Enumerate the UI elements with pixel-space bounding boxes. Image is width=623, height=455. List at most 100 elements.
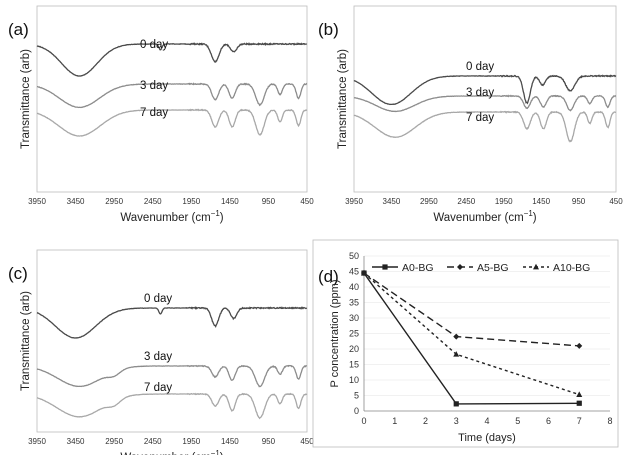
y-tick-label: 25 [349, 329, 359, 339]
marker-diamond [457, 264, 463, 270]
y-tick-label: 40 [349, 282, 359, 292]
series-label: 7 day [466, 112, 494, 124]
series-label: 3 day [144, 351, 172, 363]
x-axis-label-tail: ) [533, 212, 537, 224]
spectrum-line-0-day [36, 305, 308, 339]
x-tick-label: 450 [609, 197, 623, 206]
marker-triangle [453, 351, 460, 357]
y-tick-label: 10 [349, 375, 359, 385]
spectrum-line-0-day [36, 42, 307, 77]
panel-label: (a) [8, 20, 29, 39]
x-axis-label-sup: −1 [211, 209, 221, 218]
legend-label: A0-BG [402, 262, 434, 274]
series-label: 7 day [140, 107, 168, 119]
panel-label: (d) [318, 267, 339, 286]
x-tick-label: 950 [262, 197, 276, 206]
series-label: 0 day [140, 39, 168, 51]
x-tick-label: 450 [300, 437, 314, 446]
spectrum-line-7-day [36, 392, 308, 420]
spectrum-line-7-day [36, 108, 308, 137]
x-tick-label: 4 [484, 416, 489, 426]
x-tick-label: 2950 [420, 197, 438, 206]
x-tick-label: 3950 [28, 197, 46, 206]
x-tick-label: 2450 [144, 437, 162, 446]
x-tick-label: 950 [572, 197, 586, 206]
x-tick-label: 1 [392, 416, 397, 426]
x-axis-label-main: Wavenumber (cm [120, 452, 210, 455]
marker-diamond [576, 342, 583, 349]
series-line-A5-BG [363, 272, 580, 347]
x-tick-label: 3450 [67, 197, 85, 206]
x-tick-label: 8 [607, 416, 612, 426]
marker-triangle [361, 269, 367, 276]
chart-frame [312, 239, 619, 448]
y-tick-label: 30 [349, 313, 359, 323]
x-tick-label: 950 [262, 437, 276, 446]
x-tick-label: 1450 [221, 197, 239, 206]
x-axis-label-tail: ) [220, 212, 224, 224]
marker-triangle [533, 263, 539, 270]
plot-frame [353, 5, 617, 193]
x-tick-label: 5 [515, 416, 520, 426]
y-tick-label: 50 [349, 251, 359, 261]
x-axis-label-sup: −1 [211, 449, 221, 455]
series-line-A10-BG [363, 272, 580, 396]
x-tick-label: 2450 [144, 197, 162, 206]
spectrum-line-3-day [36, 364, 308, 388]
marker-triangle [576, 391, 583, 397]
x-tick-label: 1950 [495, 197, 513, 206]
x-tick-label: 7 [577, 416, 582, 426]
x-tick-label: 3450 [67, 437, 85, 446]
series-label: 7 day [144, 382, 172, 394]
y-tick-label: 45 [349, 267, 359, 277]
x-axis-label-main: Wavenumber (cm [120, 212, 210, 224]
x-tick-label: 2950 [105, 197, 123, 206]
x-axis-label-sup: −1 [524, 209, 534, 218]
x-axis-label: Wavenumber (cm−1) [120, 449, 223, 455]
x-tick-label: 0 [361, 416, 366, 426]
y-tick-label: 0 [354, 406, 359, 416]
marker-diamond [453, 333, 460, 340]
spectrum-line-3-day [353, 94, 617, 113]
spectrum-line-3-day [36, 82, 308, 109]
x-tick-label: 6 [546, 416, 551, 426]
x-tick-label: 3 [454, 416, 459, 426]
x-axis-label: Time (days) [458, 432, 516, 444]
x-tick-label: 450 [300, 197, 314, 206]
x-tick-label: 1950 [182, 197, 200, 206]
panel-label: (c) [8, 264, 28, 283]
x-axis-label: Wavenumber (cm−1) [433, 209, 536, 224]
marker-square [382, 264, 388, 270]
y-tick-label: 5 [354, 391, 359, 401]
y-tick-label: 15 [349, 360, 359, 370]
spectrum-line-7-day [353, 110, 617, 143]
y-tick-label: 20 [349, 344, 359, 354]
x-tick-label: 1950 [182, 437, 200, 446]
series-label: 3 day [466, 87, 494, 99]
panel-c: (c) Transmittance (arb) 3950 3450 2950 2450 19… [8, 249, 314, 455]
x-axis-label-main: Wavenumber (cm [433, 212, 523, 224]
series-label: 3 day [140, 80, 168, 92]
y-axis-label: P concentration (ppm) [329, 279, 341, 387]
x-tick-label: 2 [423, 416, 428, 426]
x-tick-label: 3950 [28, 437, 46, 446]
series-label: 0 day [144, 293, 172, 305]
legend-label: A5-BG [477, 262, 509, 274]
y-axis-label: Transmittance (arb) [20, 291, 32, 391]
x-tick-label: 1450 [221, 437, 239, 446]
marker-square [453, 401, 459, 407]
spectrum-line-0-day [353, 74, 617, 106]
x-tick-label: 3450 [383, 197, 401, 206]
panel-a: (a) Transmittance (arb) 3950 3450 2950 2450 19… [8, 5, 314, 224]
series-label: 0 day [466, 61, 494, 73]
plot-frame [36, 5, 308, 193]
x-tick-label: 3950 [345, 197, 363, 206]
panel-b: (b) Transmittance (arb) 3950 3450 2950 2450 19… [318, 5, 623, 224]
x-tick-label: 2450 [457, 197, 475, 206]
x-tick-label: 1450 [532, 197, 550, 206]
x-axis-label-tail: ) [220, 452, 224, 455]
y-axis-label: Transmittance (arb) [20, 49, 32, 149]
y-tick-label: 35 [349, 298, 359, 308]
